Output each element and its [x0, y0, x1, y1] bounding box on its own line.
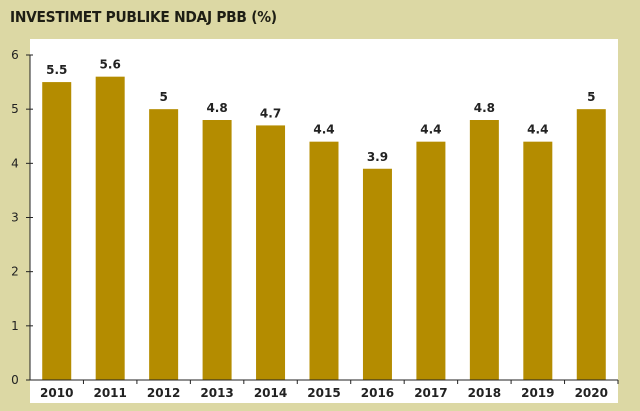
y-tick-label: 1 — [11, 319, 19, 333]
bar-value-label: 5 — [159, 90, 167, 104]
y-tick-label: 6 — [11, 48, 19, 62]
y-axis: 0 1 2 3 4 5 6 — [11, 48, 33, 387]
bar-2014 — [256, 125, 286, 381]
bar-2011 — [95, 76, 125, 381]
bar-value-label: 4.7 — [260, 106, 281, 120]
bar-value-label: 4.8 — [206, 101, 227, 115]
bars: 5.5 5.6 5 4.8 4.7 4.4 3.9 4.4 4.8 4.4 5 — [42, 58, 606, 381]
bar-value-label: 3.9 — [367, 150, 388, 164]
x-tick-label: 2012 — [147, 386, 180, 400]
bar-value-label: 4.4 — [527, 123, 548, 137]
chart-title: INVESTIMET PUBLIKE NDAJ PBB (%) — [10, 8, 277, 26]
bar-value-label: 5.6 — [100, 58, 121, 72]
y-tick-label: 3 — [11, 211, 19, 225]
bar-value-label: 5.5 — [46, 63, 67, 77]
bar-2018 — [469, 120, 499, 380]
bar-2017 — [416, 141, 446, 380]
x-tick-label: 2010 — [40, 386, 73, 400]
x-tick-label: 2019 — [521, 386, 554, 400]
y-tick-label: 4 — [11, 156, 19, 170]
x-tick-label: 2015 — [307, 386, 340, 400]
bar-2012 — [149, 109, 179, 381]
y-tick-label: 0 — [11, 373, 19, 387]
x-tick-label: 2020 — [575, 386, 608, 400]
bar-2013 — [202, 120, 232, 380]
x-tick-label: 2016 — [361, 386, 394, 400]
bar-value-label: 5 — [587, 90, 595, 104]
bar-2010 — [42, 82, 72, 380]
x-tick-label: 2013 — [200, 386, 233, 400]
x-axis: 2010 2011 2012 2013 2014 2015 2016 2017 2018 2019… — [30, 379, 619, 400]
y-tick-label: 5 — [11, 102, 19, 116]
bar-2019 — [523, 141, 553, 380]
bar-2020 — [576, 109, 606, 381]
bar-2016 — [362, 168, 392, 380]
x-tick-label: 2018 — [468, 386, 501, 400]
x-tick-label: 2017 — [414, 386, 447, 400]
bar-value-label: 4.4 — [313, 123, 334, 137]
bar-value-label: 4.8 — [474, 101, 495, 115]
bar-value-label: 4.4 — [420, 123, 441, 137]
x-tick-label: 2011 — [93, 386, 126, 400]
y-tick-label: 2 — [11, 265, 19, 279]
x-tick-label: 2014 — [254, 386, 287, 400]
bar-2015 — [309, 141, 339, 380]
